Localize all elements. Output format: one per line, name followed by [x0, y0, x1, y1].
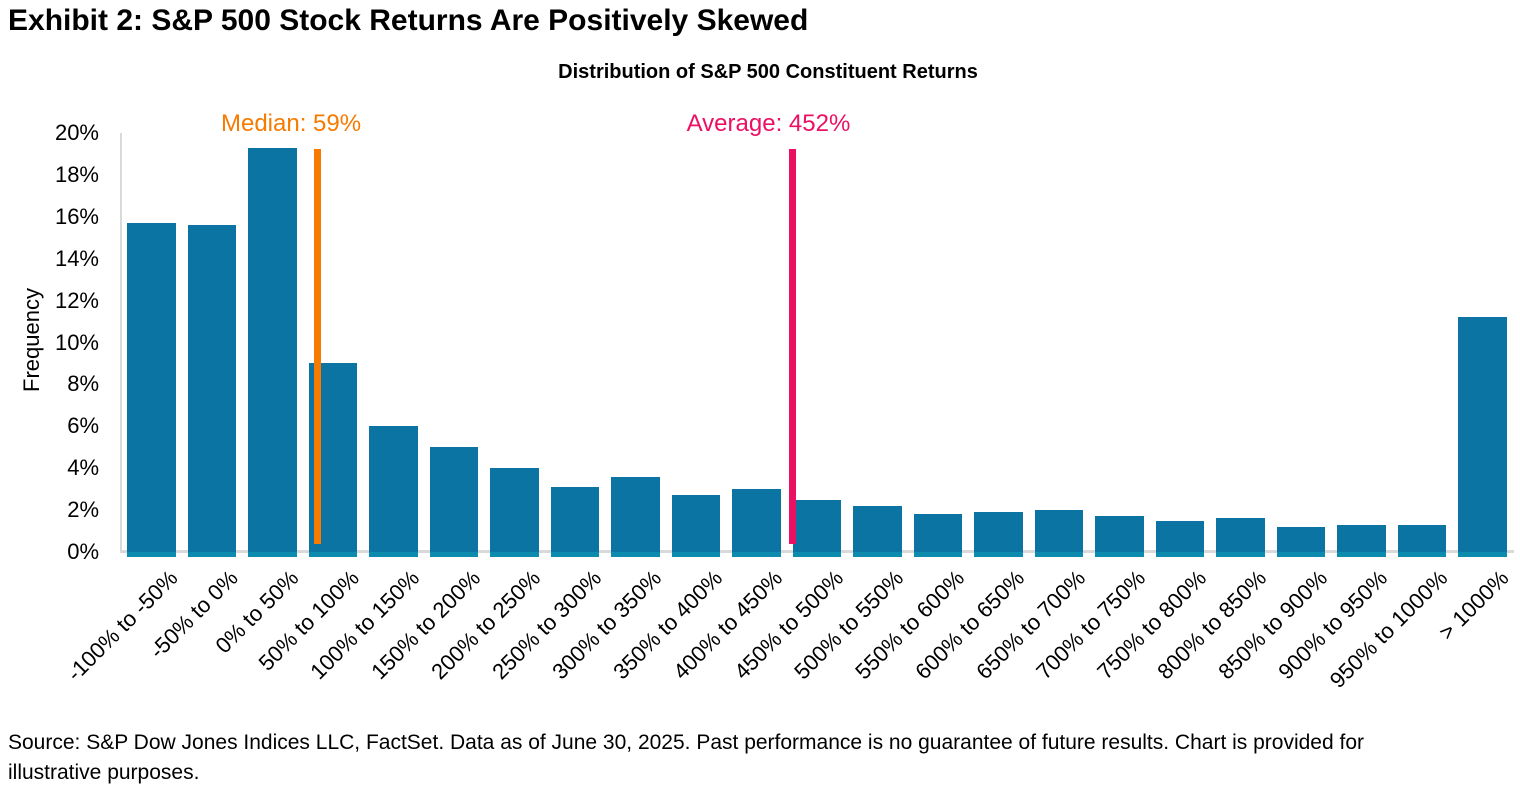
exhibit-title: Exhibit 2: S&P 500 Stock Returns Are Pos… [8, 4, 809, 37]
bar [248, 147, 297, 557]
y-axis-line [120, 133, 122, 552]
bar [1155, 520, 1204, 557]
bar [974, 512, 1023, 557]
y-tick-label: 16% [54, 203, 99, 229]
y-tick-label: 18% [54, 161, 99, 187]
bar [611, 476, 660, 557]
y-tick-label: 10% [54, 329, 99, 355]
bar [1337, 524, 1386, 557]
bar [1034, 510, 1083, 557]
average-annotation-label: Average: 452% [686, 110, 851, 137]
bar [1276, 526, 1325, 557]
bar [1095, 516, 1144, 557]
bar [671, 495, 720, 557]
bar [369, 426, 418, 557]
y-tick-label: 0% [67, 539, 99, 564]
y-tick-label: 4% [67, 455, 99, 481]
bar [127, 223, 176, 557]
bar [1216, 518, 1265, 557]
y-tick-label: 12% [54, 287, 99, 313]
bar [187, 225, 236, 557]
bar [429, 447, 478, 557]
chart-title: Distribution of S&P 500 Constituent Retu… [558, 61, 978, 83]
bar [732, 489, 781, 557]
bar [853, 505, 902, 557]
bar [792, 499, 841, 557]
source-note: Source: S&P Dow Jones Indices LLC, FactS… [8, 731, 1365, 784]
average-line [789, 149, 797, 544]
y-tick-label: 2% [67, 497, 99, 523]
bar [913, 514, 962, 557]
bar [490, 468, 539, 557]
bar [1397, 524, 1446, 557]
bar [550, 487, 599, 557]
median-line [313, 149, 321, 544]
y-tick-label: 8% [67, 371, 99, 397]
y-tick-label: 6% [67, 413, 99, 439]
bar [1458, 317, 1507, 557]
y-tick-label: 14% [54, 245, 99, 271]
median-annotation-label: Median: 59% [220, 110, 362, 137]
y-tick-label: 20% [54, 120, 99, 145]
